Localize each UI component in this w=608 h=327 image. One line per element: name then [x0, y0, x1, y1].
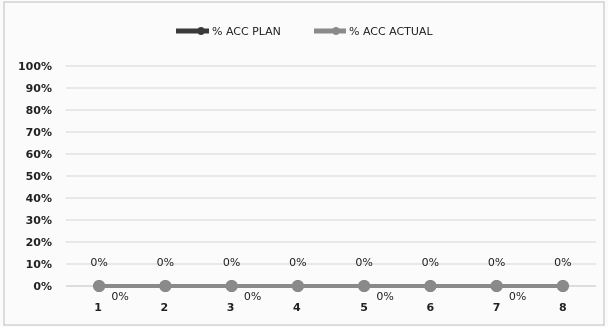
y-tick-label: 90%: [26, 82, 52, 95]
x-tick-label: 1: [94, 301, 102, 314]
data-point-actual: [291, 280, 304, 292]
data-label-plan: 0%: [289, 256, 306, 269]
data-point-actual: [93, 280, 106, 292]
y-tick-label: 30%: [26, 214, 52, 227]
x-tick-label: 3: [227, 301, 235, 314]
x-tick-label: 8: [559, 301, 567, 314]
y-tick-label: 100%: [18, 60, 52, 73]
data-label-actual: 0%: [244, 290, 261, 303]
y-tick-label: 70%: [26, 126, 52, 139]
legend-marker-plan: [197, 27, 205, 35]
data-label-plan: 0%: [90, 256, 107, 269]
legend-label-plan: % ACC PLAN: [212, 25, 281, 38]
chart-frame: [3, 1, 605, 326]
y-tick-label: 20%: [26, 236, 52, 249]
data-point-actual: [358, 280, 371, 292]
data-point-actual: [159, 280, 172, 292]
legend-item-actual: % ACC ACTUAL: [314, 25, 433, 38]
data-point-actual: [556, 280, 569, 292]
data-point-actual: [225, 280, 238, 292]
y-tick-label: 60%: [26, 148, 52, 161]
legend-marker-actual: [332, 27, 340, 35]
data-label-plan: 0%: [355, 256, 372, 269]
data-point-actual: [424, 280, 437, 292]
data-labels: 0% 0% 0% 0% 0% 0% 0% 0% 0% 0% 0% 0%: [90, 256, 571, 303]
y-axis-ticks: 100% 90% 80% 70% 60% 50% 40% 30% 20% 10% 0%: [18, 60, 52, 293]
data-point-actual: [490, 280, 503, 292]
data-label-plan: 0%: [223, 256, 240, 269]
x-tick-label: 6: [427, 301, 435, 314]
x-tick-label: 2: [161, 301, 169, 314]
data-label-plan: 0%: [554, 256, 571, 269]
gridlines: [66, 65, 596, 287]
y-tick-label: 10%: [26, 258, 52, 271]
legend: % ACC PLAN % ACC ACTUAL: [176, 25, 433, 38]
y-tick-label: 40%: [26, 192, 52, 205]
legend-label-actual: % ACC ACTUAL: [349, 25, 433, 38]
x-tick-label: 5: [360, 301, 368, 314]
y-tick-label: 80%: [26, 104, 52, 117]
data-label-actual: 0%: [111, 290, 128, 303]
x-tick-label: 4: [293, 301, 301, 314]
data-label-plan: 0%: [422, 256, 439, 269]
x-axis-ticks: 1 2 3 4 5 6 7 8: [94, 301, 566, 314]
x-tick-label: 7: [493, 301, 501, 314]
data-label-actual: 0%: [509, 290, 526, 303]
series-layer: [93, 280, 569, 292]
data-label-actual: 0%: [376, 290, 393, 303]
y-tick-label: 50%: [26, 170, 52, 183]
data-label-plan: 0%: [488, 256, 505, 269]
data-label-plan: 0%: [157, 256, 174, 269]
y-tick-label: 0%: [33, 280, 52, 293]
legend-item-plan: % ACC PLAN: [176, 25, 281, 38]
